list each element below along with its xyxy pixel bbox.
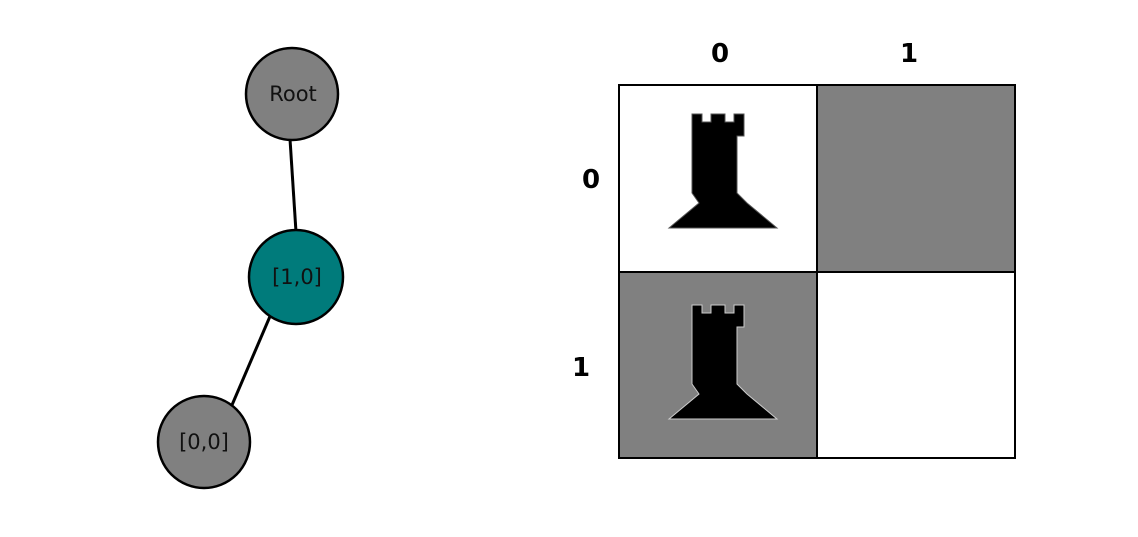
chess-board: 0 1 0 1 <box>572 39 1016 459</box>
board-row-label-1: 1 <box>572 353 590 383</box>
search-tree: Root [1,0] [0,0] <box>156 46 345 490</box>
tree-node-n10-circle <box>247 228 345 326</box>
board-row-label-0: 0 <box>582 165 600 195</box>
tree-node-n10-label: [1,0] <box>272 265 322 289</box>
tree-node-n00-label: [0,0] <box>179 430 229 454</box>
tree-edge-root-n10 <box>288 138 298 233</box>
board-col-label-0: 0 <box>711 39 729 69</box>
tree-node-root-label: Root <box>269 82 317 106</box>
rook-icon <box>667 304 779 420</box>
board-col-label-1: 1 <box>900 39 918 69</box>
rook-icon <box>667 113 779 229</box>
board-cell-0-1 <box>817 85 1015 272</box>
tree-node-root-circle <box>244 46 340 142</box>
tree-node-n00-circle <box>156 394 252 490</box>
tree-node-root: Root <box>244 46 340 142</box>
tree-edge-n10-n00 <box>230 313 273 406</box>
tree-node-n00: [0,0] <box>156 394 252 490</box>
tree-node-n10: [1,0] <box>247 228 345 326</box>
board-cell-1-1 <box>817 272 1015 458</box>
